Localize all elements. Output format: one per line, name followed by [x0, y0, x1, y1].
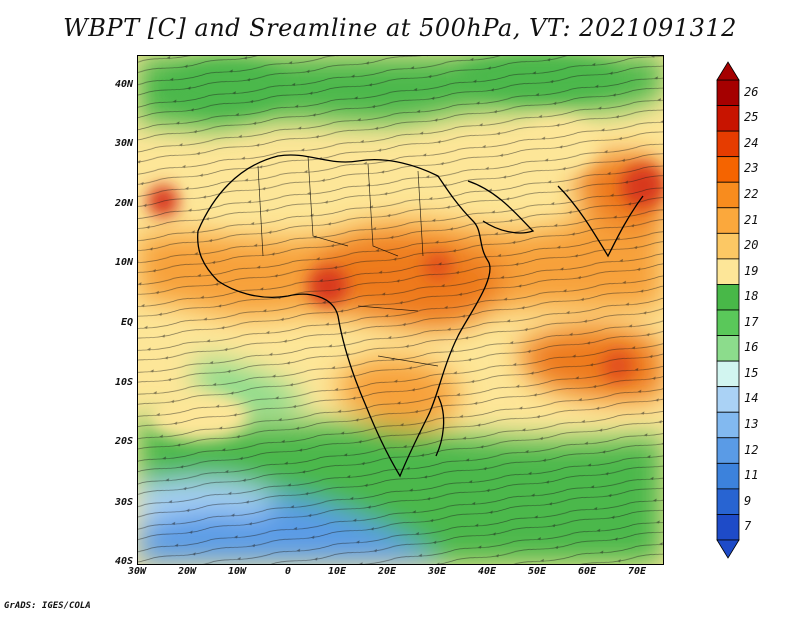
colorbar-swatch — [716, 105, 740, 132]
colorbar-label: 24 — [744, 135, 759, 150]
colorbar-swatch — [716, 258, 740, 285]
colorbar-swatch — [716, 181, 740, 209]
chart-title: WBPT [C] and Sreamline at 500hPa, VT: 20… — [63, 14, 737, 42]
colorbar-label: 15 — [744, 365, 759, 380]
y-tick-label: 40S — [114, 556, 133, 567]
colorbar-swatch — [716, 335, 740, 362]
y-tick-label: 30S — [114, 497, 133, 508]
y-tick-label: EQ — [120, 317, 133, 328]
colorbar-swatch — [716, 360, 740, 388]
x-tick-label: 10W — [227, 566, 247, 577]
colorbar-swatch — [716, 386, 740, 413]
colorbar-bottom-triangle — [716, 539, 740, 559]
y-tick-label: 20N — [114, 198, 133, 209]
y-tick-label: 20S — [114, 436, 133, 447]
y-tick-label: 10S — [114, 377, 133, 388]
colorbar-label: 23 — [744, 161, 759, 176]
colorbar-label: 26 — [744, 84, 759, 99]
x-tick-label: 20W — [177, 566, 197, 577]
x-tick-label: 40E — [477, 566, 497, 577]
colorbar-label: 18 — [744, 289, 759, 304]
x-tick-label: 20E — [377, 566, 397, 577]
colorbar-swatch — [716, 488, 740, 515]
colorbar-label: 25 — [744, 110, 759, 125]
y-tick-label: 30N — [114, 138, 133, 149]
colorbar-label: 17 — [744, 314, 759, 329]
colorbar-swatch — [716, 437, 740, 464]
colorbar-label: 11 — [744, 468, 759, 483]
x-tick-label: 0 — [284, 566, 292, 577]
colorbar-label: 21 — [744, 212, 759, 227]
colorbar-top-triangle — [716, 61, 740, 81]
colorbar-swatch — [716, 156, 740, 183]
y-tick-label: 10N — [114, 257, 133, 268]
coastlines — [197, 154, 644, 478]
colorbar-swatch — [716, 284, 740, 311]
colorbar-swatch — [716, 79, 740, 106]
colorbar-swatch — [716, 462, 740, 490]
colorbar-label: 7 — [744, 519, 752, 534]
colorbar-swatch — [716, 232, 740, 260]
colorbar-label: 13 — [744, 417, 759, 431]
x-tick-label: 10E — [327, 566, 347, 577]
colorbar — [716, 61, 740, 559]
colorbar-label: 16 — [744, 340, 759, 355]
colorbar-swatch — [716, 514, 740, 541]
y-tick-label: 40N — [114, 79, 133, 90]
colorbar-swatch — [716, 309, 740, 336]
colorbar-label: 14 — [744, 391, 759, 406]
x-tick-label: 70E — [627, 566, 647, 577]
footer-credit: GrADS: IGES/COLA — [4, 601, 91, 611]
colorbar-swatch — [716, 130, 740, 158]
colorbar-label: 12 — [744, 442, 759, 457]
colorbar-label: 22 — [744, 187, 759, 201]
x-tick-label: 30W — [127, 566, 147, 577]
colorbar-swatch — [716, 411, 740, 439]
map-panel — [137, 55, 664, 565]
colorbar-swatch — [716, 207, 740, 234]
colorbar-label: 9 — [744, 493, 752, 508]
wbpt-map — [138, 56, 663, 564]
colorbar-label: 19 — [744, 263, 759, 278]
x-tick-label: 30E — [427, 566, 447, 577]
x-tick-label: 60E — [577, 566, 597, 577]
colorbar-label: 20 — [744, 238, 759, 253]
x-tick-label: 50E — [527, 566, 547, 577]
